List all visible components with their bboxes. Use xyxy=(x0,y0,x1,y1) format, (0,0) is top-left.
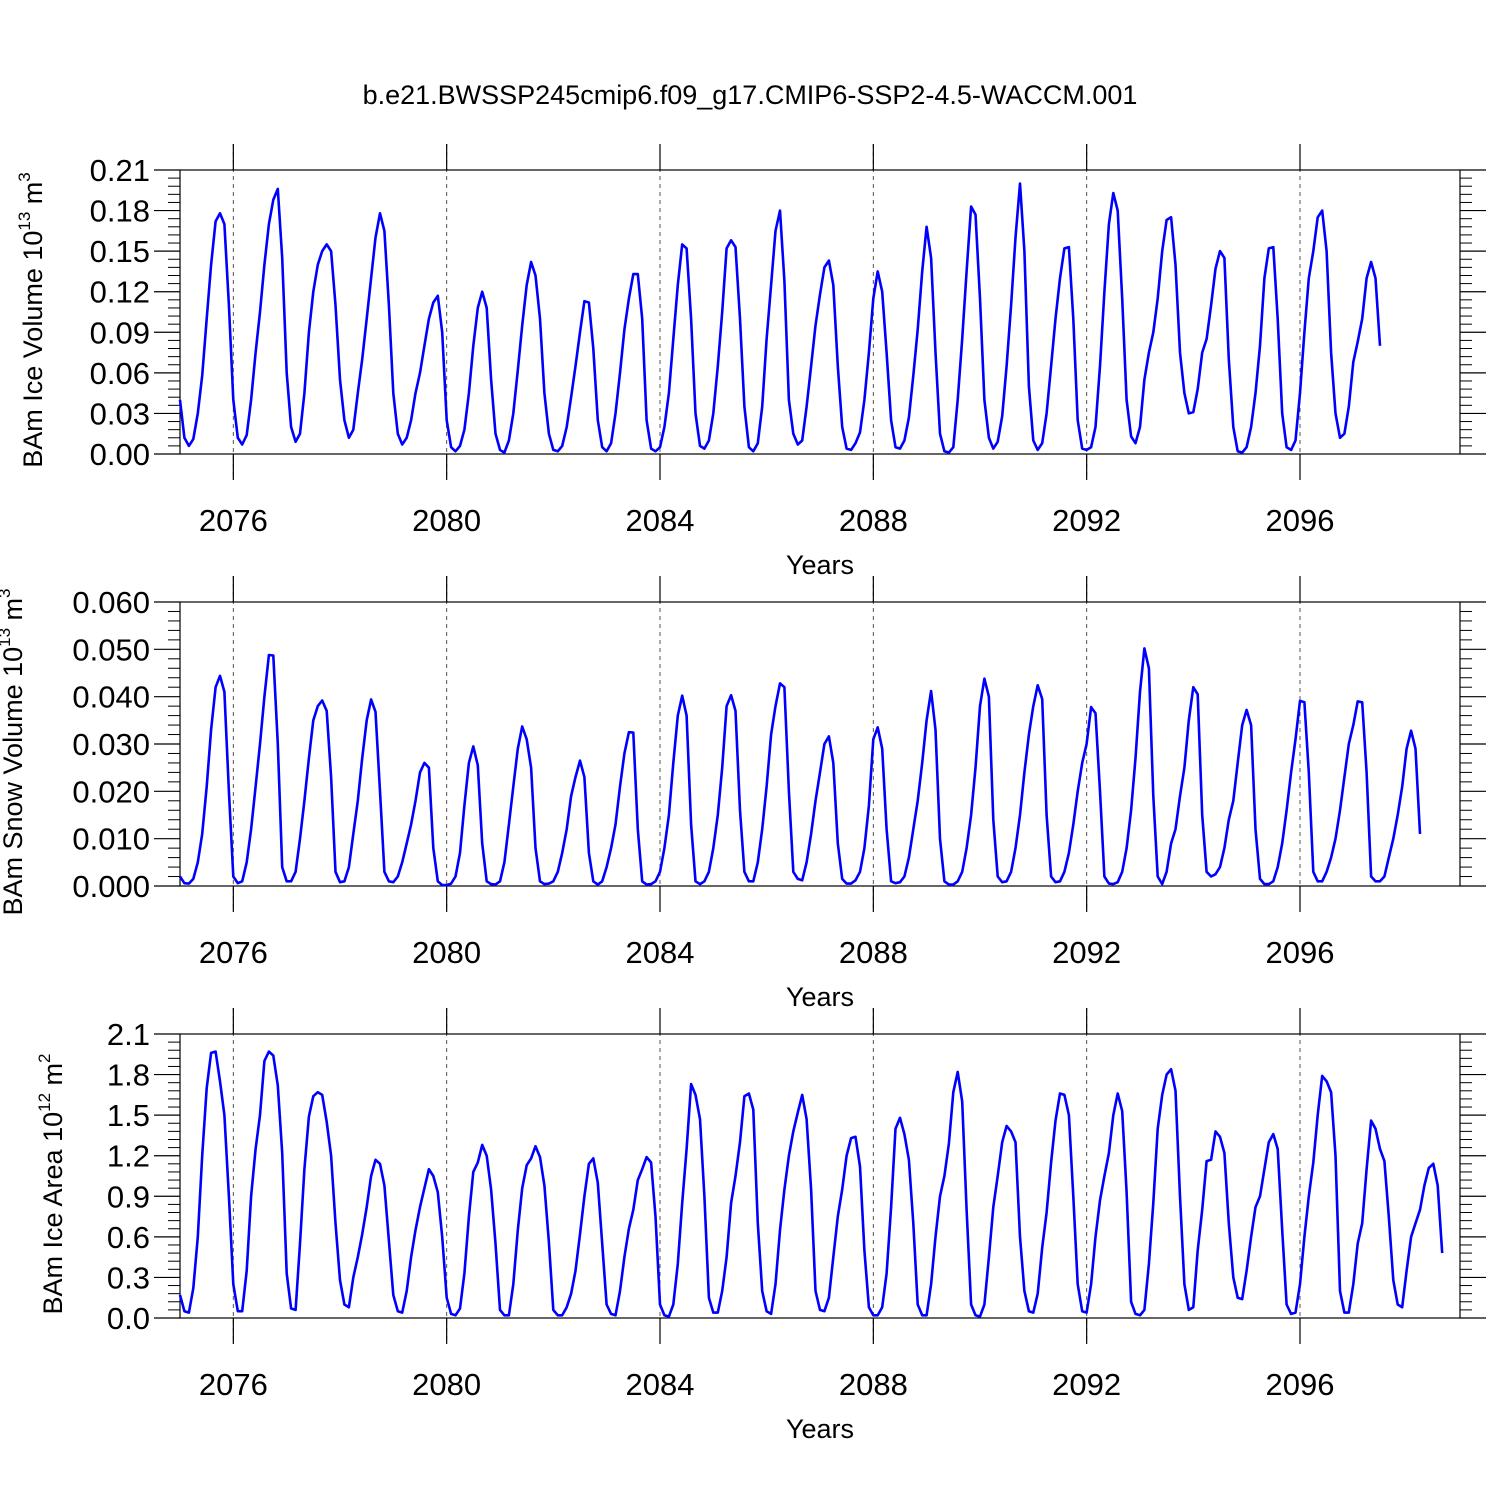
y-tick-label: 1.5 xyxy=(107,1098,150,1133)
y-tick-label: 0.9 xyxy=(107,1179,150,1214)
x-tick-label: 2096 xyxy=(1266,935,1335,970)
y-tick-label: 0.060 xyxy=(72,585,150,620)
x-tick-label: 2076 xyxy=(199,935,268,970)
y-tick-label: 0.020 xyxy=(72,774,150,809)
y-tick-label: 0.6 xyxy=(107,1220,150,1255)
x-tick-label: 2092 xyxy=(1052,935,1121,970)
y-tick-label: 0.000 xyxy=(72,869,150,904)
y-tick-label: 0.03 xyxy=(90,396,150,431)
x-tick-label: 2080 xyxy=(412,503,481,538)
x-axis-label: Years xyxy=(786,1414,854,1444)
plot-frame xyxy=(179,169,1461,455)
y-tick-label: 0.06 xyxy=(90,356,150,391)
y-axis-label: BAm Ice Area 1012 m2 xyxy=(35,1054,68,1315)
y-tick-label: 0.050 xyxy=(72,632,150,667)
y-tick-label: 0.00 xyxy=(90,437,150,472)
panel-ice-area: 0.0 0.3 0.6 0.9 1.2 1.5 1.8 2.1 2076 2080 2084 2088… xyxy=(35,1008,1486,1444)
y-tick-label: 0.040 xyxy=(72,680,150,715)
panels: 0.00 0.03 0.06 0.09 0.12 0.15 0.18 0.21 2076 2080… xyxy=(0,144,1486,1444)
y-tick-label: 0.12 xyxy=(90,275,150,310)
y-tick-label: 0.15 xyxy=(90,234,150,269)
series-line-snow-volume xyxy=(178,647,1422,887)
series-line-ice-volume xyxy=(178,182,1382,454)
x-tick-label: 2084 xyxy=(626,1367,695,1402)
x-tick-label: 2092 xyxy=(1052,1367,1121,1402)
y-tick-label: 1.2 xyxy=(107,1139,150,1174)
panel-snow-volume: 0.000 0.010 0.020 0.030 0.040 0.050 0.060 2076 2… xyxy=(0,576,1486,1012)
y-tick-label: 0.010 xyxy=(72,822,150,857)
y-axis-label: BAm Ice Volume 1013 m3 xyxy=(15,172,48,468)
y-axis-label: BAm Snow Volume 1013 m3 xyxy=(0,588,28,915)
y-tick-label: 0.18 xyxy=(90,194,150,229)
x-tick-label: 2084 xyxy=(626,503,695,538)
y-tick-label: 0.21 xyxy=(90,153,150,188)
y-tick-label: 1.8 xyxy=(107,1058,150,1093)
x-tick-label: 2088 xyxy=(839,503,908,538)
x-tick-label: 2076 xyxy=(199,503,268,538)
y-tick-label: 2.1 xyxy=(107,1017,150,1052)
x-tick-label: 2076 xyxy=(199,1367,268,1402)
x-tick-label: 2080 xyxy=(412,1367,481,1402)
x-tick-label: 2096 xyxy=(1266,503,1335,538)
y-tick-label: 0.09 xyxy=(90,315,150,350)
x-axis-label: Years xyxy=(786,550,854,580)
plot-frame xyxy=(179,1033,1461,1319)
y-tick-label: 0.030 xyxy=(72,727,150,762)
x-tick-label: 2096 xyxy=(1266,1367,1335,1402)
x-tick-label: 2088 xyxy=(839,935,908,970)
panel-ice-volume: 0.00 0.03 0.06 0.09 0.12 0.15 0.18 0.21 2076 2080… xyxy=(15,144,1486,580)
plot-frame xyxy=(179,601,1461,887)
x-axis-label: Years xyxy=(786,982,854,1012)
x-tick-label: 2084 xyxy=(626,935,695,970)
x-tick-label: 2092 xyxy=(1052,503,1121,538)
figure-title: b.e21.BWSSP245cmip6.f09_g17.CMIP6-SSP2-4… xyxy=(363,80,1138,110)
x-tick-label: 2080 xyxy=(412,935,481,970)
x-tick-label: 2088 xyxy=(839,1367,908,1402)
y-tick-label: 0.0 xyxy=(107,1301,150,1336)
y-tick-label: 0.3 xyxy=(107,1260,150,1295)
series-line-ice-area xyxy=(178,1050,1444,1318)
